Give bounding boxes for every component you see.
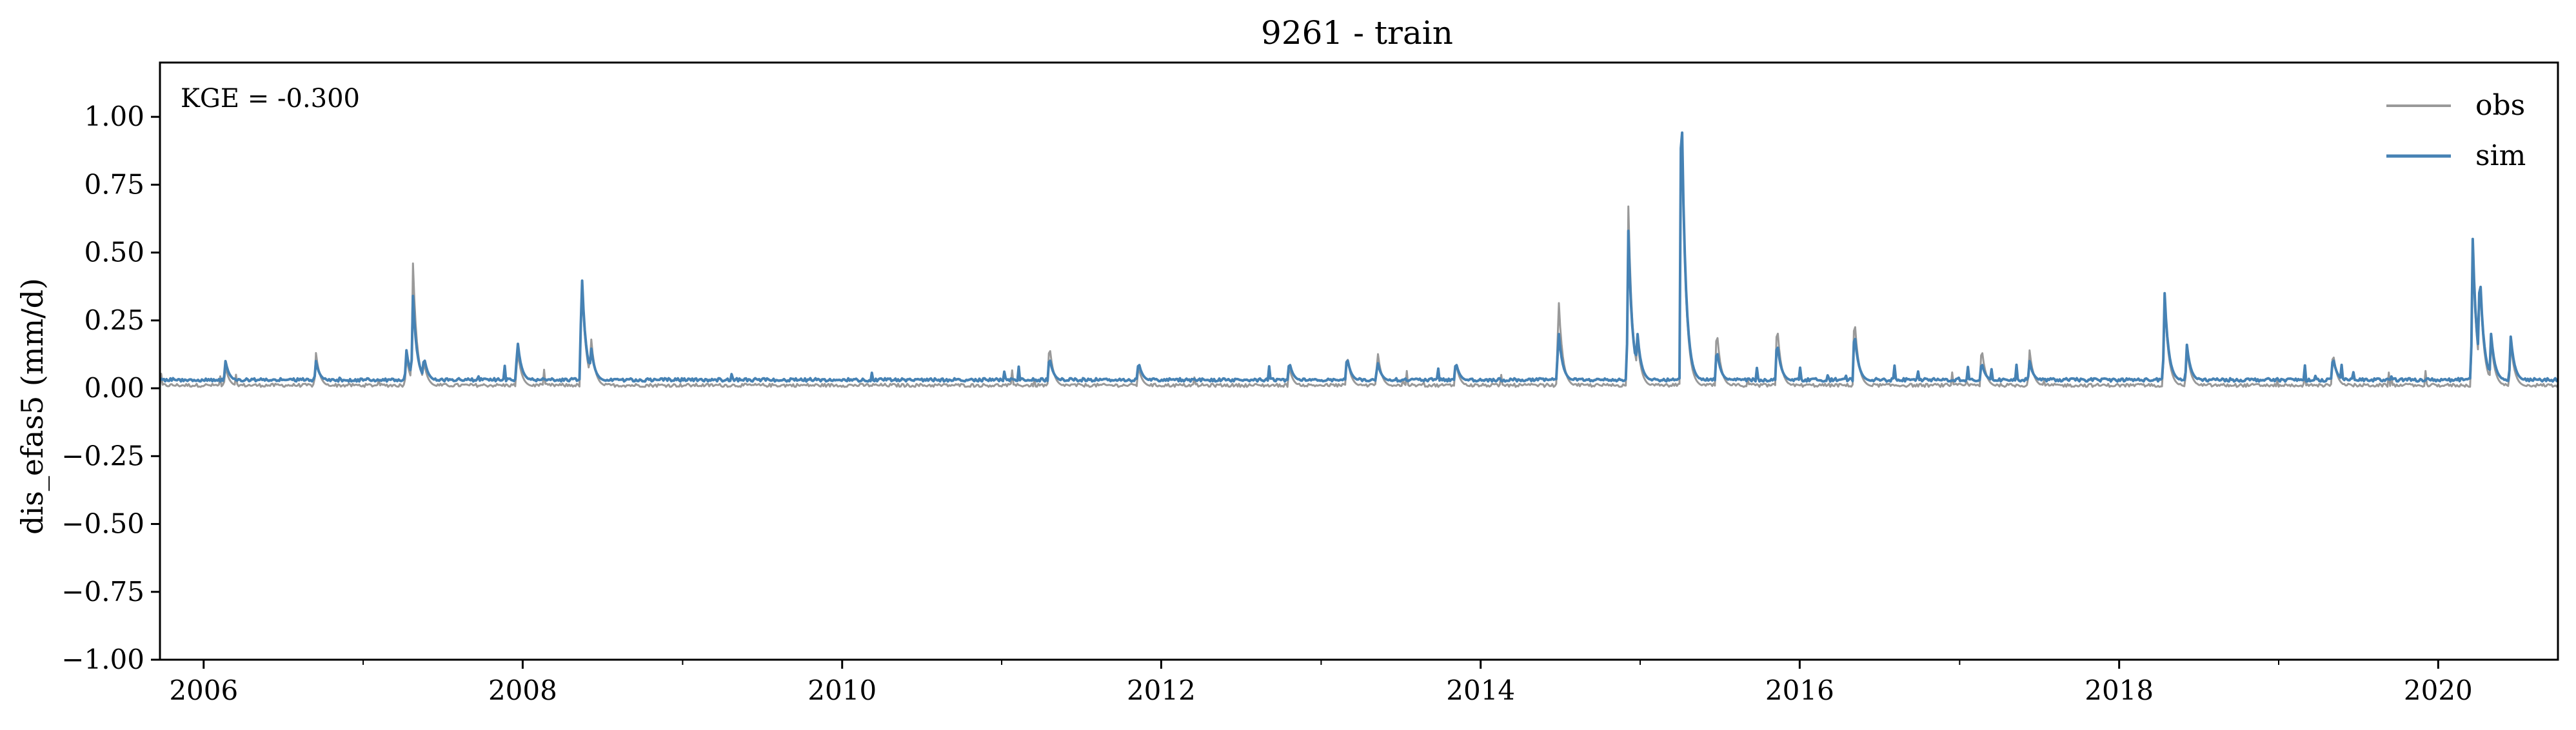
- x-tick-label: 2008: [488, 675, 557, 706]
- x-axis-ticks: 2006 2008 2010 2012 2014 2016 2018 2020: [169, 660, 2473, 706]
- legend: obs sim: [2386, 89, 2526, 172]
- y-axis-label: dis_efas5 (mm/d): [15, 278, 50, 535]
- x-tick-label: 2014: [1446, 675, 1515, 706]
- plot-lines: [159, 131, 2559, 388]
- legend-obs-label: obs: [2475, 89, 2525, 122]
- y-tick-label: 0.50: [84, 237, 144, 268]
- y-tick-label: −0.25: [61, 440, 144, 471]
- x-tick-label: 2006: [169, 675, 238, 706]
- x-tick-label: 2016: [1765, 675, 1834, 706]
- y-tick-label: 0.75: [84, 168, 144, 200]
- kge-annotation: KGE = -0.300: [181, 84, 360, 113]
- y-axis-ticks: −1.00 −0.75 −0.50 −0.25 0.00 0.25 0.50 0.75 1.00: [61, 101, 160, 675]
- x-tick-label: 2018: [2085, 675, 2154, 706]
- plot-frame: [159, 61, 2559, 661]
- x-tick-label: 2010: [807, 675, 877, 706]
- y-tick-label: −0.50: [61, 508, 144, 540]
- y-tick-label: 1.00: [84, 101, 144, 132]
- x-tick-label: 2020: [2404, 675, 2473, 706]
- y-tick-label: −0.75: [61, 576, 144, 607]
- legend-sim-label: sim: [2475, 139, 2526, 172]
- x-tick-label: 2012: [1127, 675, 1196, 706]
- chart-title: 9261 - train: [1261, 14, 1453, 52]
- y-tick-label: 0.25: [84, 304, 144, 336]
- series-line-sim: [159, 131, 2559, 383]
- y-tick-label: 0.00: [84, 372, 144, 404]
- y-tick-label: −1.00: [61, 644, 144, 675]
- series-line-obs: [159, 137, 2559, 388]
